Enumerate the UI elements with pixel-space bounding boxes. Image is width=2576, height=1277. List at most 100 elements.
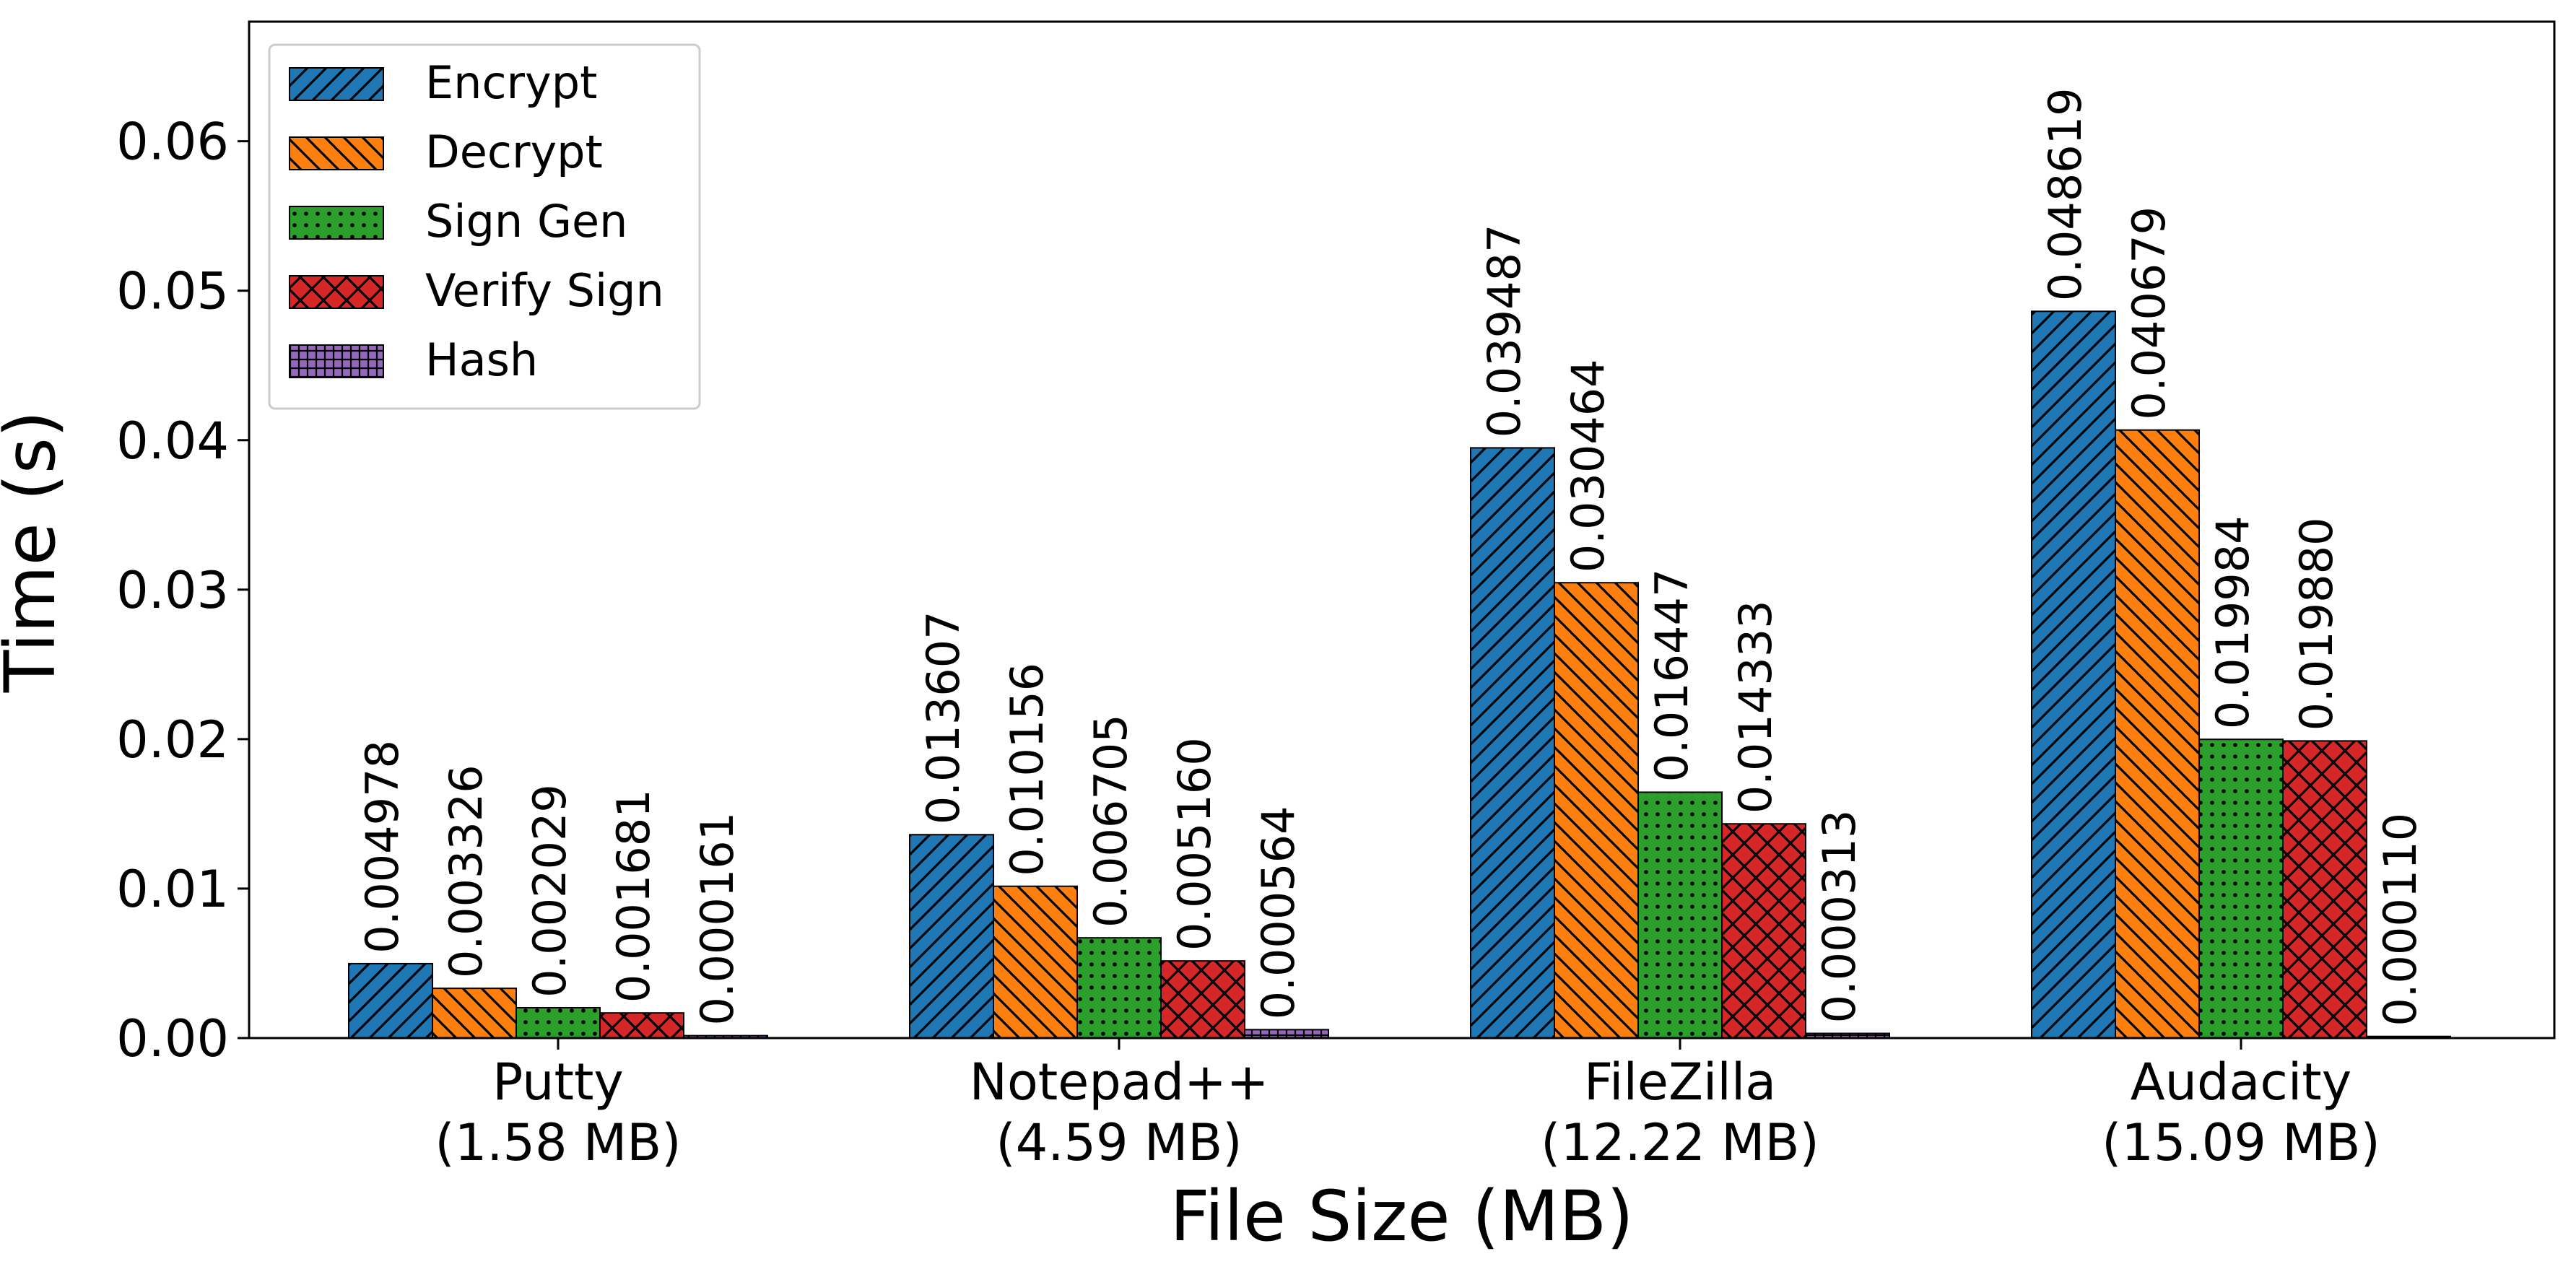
legend-label: Sign Gen bbox=[425, 195, 627, 248]
data-label: 0.002029 bbox=[523, 784, 576, 998]
data-label: 0.039487 bbox=[1478, 225, 1531, 438]
y-axis-title: Time (s) bbox=[0, 411, 71, 693]
legend-item-sign-gen: Sign Gen bbox=[289, 195, 627, 248]
data-label: 0.006705 bbox=[1084, 714, 1137, 928]
data-label: 0.001681 bbox=[607, 789, 660, 1003]
bar-hatch bbox=[2032, 311, 2115, 1038]
legend-item-decrypt: Decrypt bbox=[289, 126, 603, 178]
bar-decrypt bbox=[2115, 429, 2200, 1039]
legend: Encrypt Decrypt Sign Gen Verify Sign Hash bbox=[268, 43, 701, 410]
y-tick-label: 0.03 bbox=[116, 561, 229, 620]
legend-label: Hash bbox=[425, 334, 538, 386]
bar-hatch bbox=[516, 1007, 600, 1038]
bar-verify-sign bbox=[1721, 823, 1806, 1039]
legend-swatch-outline bbox=[289, 67, 384, 101]
legend-swatch-hatch bbox=[290, 345, 383, 378]
bar-sign-gen bbox=[1076, 937, 1162, 1040]
bar-hatch bbox=[349, 963, 432, 1038]
plot-frame bbox=[248, 20, 2556, 1040]
legend-swatch-outline bbox=[289, 136, 384, 170]
bar-decrypt bbox=[432, 988, 517, 1039]
data-label: 0.040679 bbox=[2123, 206, 2175, 420]
legend-label: Verify Sign bbox=[425, 264, 664, 317]
bar-hatch bbox=[1554, 583, 1638, 1038]
axes-layer: 0.00 0.01 0.02 0.03 0.04 0.05 0.06 Putty(1.58 M… bbox=[116, 20, 2556, 1172]
bars-layer bbox=[348, 310, 2451, 1040]
y-tick-label: 0.05 bbox=[116, 262, 229, 321]
data-label: 0.013607 bbox=[917, 611, 970, 824]
data-label: 0.005160 bbox=[1168, 737, 1221, 951]
y-tick-label: 0.06 bbox=[116, 113, 229, 172]
bar-encrypt bbox=[2031, 310, 2116, 1039]
x-tick-label: FileZilla bbox=[1584, 1052, 1776, 1112]
data-label: 0.000313 bbox=[1813, 810, 1866, 1024]
y-tick-label: 0.00 bbox=[116, 1009, 229, 1068]
legend-swatch-hatch bbox=[290, 206, 383, 239]
data-label: 0.000564 bbox=[1252, 806, 1305, 1019]
data-label: 0.004978 bbox=[356, 740, 409, 954]
bar-hash bbox=[1244, 1029, 1329, 1040]
legend-label: Encrypt bbox=[425, 56, 597, 109]
bar-encrypt bbox=[909, 834, 994, 1039]
bar-hatch bbox=[2199, 739, 2283, 1038]
x-tick-label: (12.22 MB) bbox=[1541, 1113, 1819, 1172]
bar-verify-sign bbox=[2282, 740, 2367, 1039]
x-tick-label: (4.59 MB) bbox=[996, 1113, 1242, 1172]
bar-decrypt bbox=[993, 885, 1078, 1039]
x-tick-label: (1.58 MB) bbox=[435, 1113, 681, 1172]
legend-item-verify-sign: Verify Sign bbox=[289, 264, 664, 317]
bar-hatch bbox=[1806, 1033, 1889, 1038]
data-label: 0.010156 bbox=[1001, 663, 1053, 876]
legend-swatch-outline bbox=[289, 344, 384, 378]
x-tick-label: Putty bbox=[492, 1052, 624, 1112]
x-tick-label: (15.09 MB) bbox=[2102, 1113, 2380, 1172]
data-label: 0.019984 bbox=[2206, 515, 2259, 729]
bar-hatch bbox=[1471, 448, 1554, 1038]
y-tick-label: 0.02 bbox=[116, 710, 229, 770]
bar-hatch bbox=[2283, 741, 2367, 1038]
legend-swatch-hatch bbox=[290, 276, 383, 308]
bar-hatch bbox=[910, 834, 993, 1038]
data-label: 0.014333 bbox=[1729, 600, 1782, 814]
bar-hatch bbox=[1161, 961, 1245, 1038]
y-tick-label: 0.01 bbox=[116, 860, 229, 919]
legend-box bbox=[268, 43, 701, 410]
x-tick-label: Notepad++ bbox=[970, 1052, 1269, 1112]
data-label: 0.019880 bbox=[2290, 518, 2343, 731]
bar-hatch bbox=[432, 988, 516, 1038]
legend-label: Decrypt bbox=[425, 126, 603, 178]
bar-sign-gen bbox=[515, 1006, 601, 1040]
bar-hatch bbox=[993, 886, 1077, 1038]
bar-verify-sign bbox=[599, 1012, 684, 1039]
bar-encrypt bbox=[1470, 447, 1555, 1039]
bar-hatch bbox=[1638, 792, 1722, 1038]
bar-sign-gen bbox=[1637, 791, 1723, 1039]
legend-swatch-outline bbox=[289, 275, 384, 309]
data-labels-layer: 0.004978 0.013607 0.039487 0.048619 0.003326… bbox=[356, 87, 2427, 1026]
bar-hatch bbox=[2115, 430, 2199, 1038]
bar-sign-gen bbox=[2198, 738, 2284, 1039]
bar-hatch bbox=[684, 1035, 767, 1038]
bar-hatch bbox=[1722, 824, 1806, 1038]
x-tick-label: Audacity bbox=[2131, 1052, 2351, 1112]
y-tick-label: 0.04 bbox=[116, 411, 229, 471]
data-label: 0.048619 bbox=[2039, 87, 2092, 301]
bar-hatch bbox=[1245, 1029, 1328, 1038]
legend-item-hash: Hash bbox=[289, 334, 538, 386]
data-label: 0.016447 bbox=[1645, 569, 1698, 783]
bar-hatch bbox=[1077, 938, 1161, 1038]
data-label: 0.003326 bbox=[440, 764, 492, 978]
bar-hatch bbox=[600, 1013, 684, 1038]
bar-encrypt bbox=[348, 962, 433, 1040]
legend-item-encrypt: Encrypt bbox=[289, 56, 597, 109]
bar-verify-sign bbox=[1160, 960, 1245, 1039]
legend-swatch-outline bbox=[289, 206, 384, 240]
data-label: 0.030464 bbox=[1562, 359, 1614, 572]
legend-swatch-hatch bbox=[290, 68, 383, 100]
data-label: 0.000161 bbox=[691, 812, 744, 1026]
bar-decrypt bbox=[1554, 582, 1639, 1039]
data-label: 0.000110 bbox=[2374, 813, 2427, 1027]
legend-swatch-hatch bbox=[290, 137, 383, 170]
